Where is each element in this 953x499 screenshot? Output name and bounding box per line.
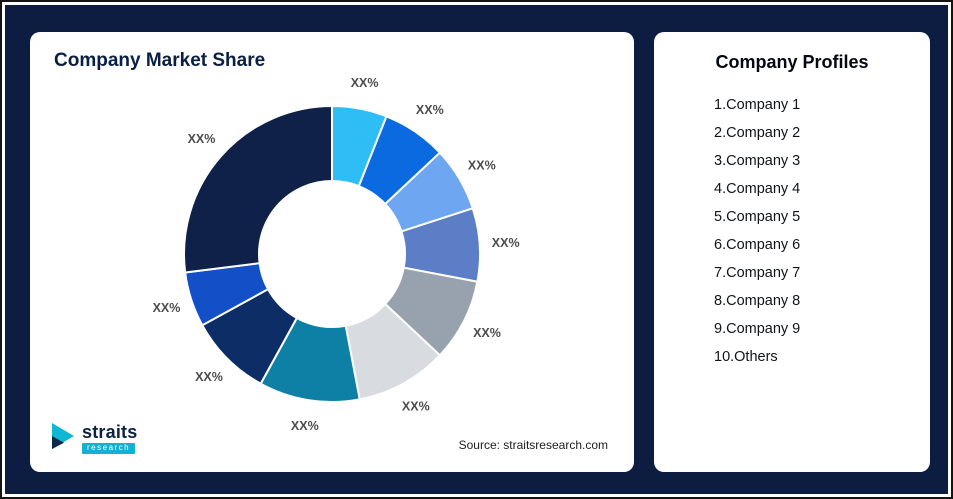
company-profile-item: 8.Company 8 [714,293,801,309]
donut-segment-label: XX% [188,132,216,146]
donut-segment-label: XX% [473,326,501,340]
profiles-title: Company Profiles [715,52,869,72]
company-profile-item: 4.Company 4 [714,181,801,197]
donut-segment-label: XX% [492,236,520,250]
market-share-donut: XX% XX% XX% XX% XX% XX% XX% XX% XX% XX% [153,76,520,433]
logo-name: straits [82,422,138,442]
company-profile-item: 10.Others [714,349,778,365]
company-profile-item: 5.Company 5 [714,209,801,225]
company-profiles-list: 1.Company 1 2.Company 2 3.Company 3 4.Compa… [654,91,930,371]
company-profiles-card: Company Profiles 1.Company 1 2.Company 2 3… [654,32,930,472]
donut-segment-label: XX% [468,158,496,172]
donut-segment-label: XX% [153,301,181,315]
donut-segment-label: XX% [195,370,223,384]
company-profile-item: 1.Company 1 [714,97,801,113]
company-profile-item: 3.Company 3 [714,153,801,169]
straits-arrow-icon [50,421,76,456]
company-profile-item: 7.Company 7 [714,265,801,281]
donut-segment-label: XX% [402,400,430,414]
logo-text: straits research [82,423,137,454]
donut-segment-label: XX% [416,103,444,117]
chart-title: Company Market Share [54,50,266,71]
company-profile-item: 9.Company 9 [714,321,801,337]
source-attribution: Source: straitsresearch.com [458,438,608,452]
donut-segment-label: XX% [291,419,319,433]
straits-research-logo: straits research [50,421,137,456]
donut-segment-label: XX% [351,76,379,90]
market-share-card: Company Market Share XX% XX% XX% XX% XX% XX% X… [30,32,634,472]
logo-subtitle: research [82,443,136,454]
company-profile-item: 2.Company 2 [714,125,801,141]
company-profile-item: 6.Company 6 [714,237,801,253]
donut-segment-others [183,105,333,274]
